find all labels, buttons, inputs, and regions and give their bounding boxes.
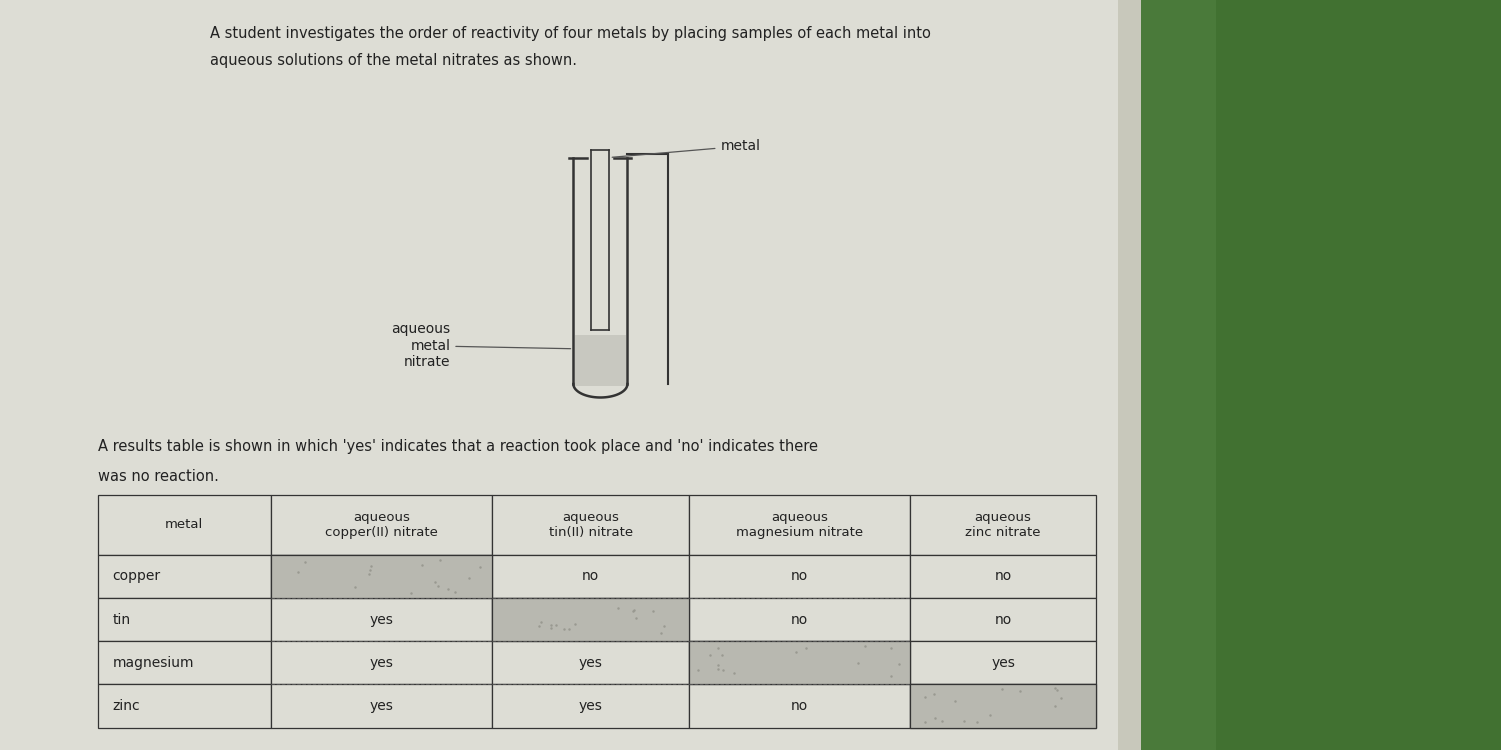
Bar (689, 555, 911, 598)
Bar (1216, 0, 1501, 750)
Text: aqueous
metal
nitrate: aqueous metal nitrate (392, 322, 570, 369)
Text: copper: copper (113, 569, 161, 584)
Text: yes: yes (369, 656, 393, 670)
Bar (911, 495, 1096, 555)
Bar (1141, 0, 1501, 750)
Bar (270, 641, 492, 684)
Text: no: no (995, 569, 1012, 584)
Text: A student investigates the order of reactivity of four metals by placing samples: A student investigates the order of reac… (210, 26, 931, 41)
Text: yes: yes (369, 699, 393, 713)
Text: aqueous
zinc nitrate: aqueous zinc nitrate (965, 511, 1040, 539)
Bar (492, 598, 689, 641)
Bar (689, 598, 911, 641)
Bar (492, 495, 689, 555)
Bar (911, 598, 1096, 641)
Text: A results table is shown in which 'yes' indicates that a reaction took place and: A results table is shown in which 'yes' … (98, 439, 818, 454)
Bar (98, 641, 270, 684)
Text: aqueous
tin(II) nitrate: aqueous tin(II) nitrate (548, 511, 633, 539)
Bar (270, 495, 492, 555)
Bar (492, 598, 689, 641)
Bar (1118, 0, 1141, 750)
Text: no: no (995, 613, 1012, 626)
Text: yes: yes (579, 699, 602, 713)
Bar (689, 641, 911, 684)
Text: aqueous
copper(II) nitrate: aqueous copper(II) nitrate (326, 511, 438, 539)
Text: tin: tin (113, 613, 131, 626)
Bar (98, 598, 270, 641)
Bar (689, 495, 911, 555)
Bar (98, 495, 270, 555)
Bar (0, 0, 1141, 750)
Bar (911, 684, 1096, 728)
Text: no: no (791, 699, 809, 713)
Bar (270, 684, 492, 728)
Bar (689, 641, 911, 684)
Text: yes: yes (369, 613, 393, 626)
Bar (492, 555, 689, 598)
Text: was no reaction.: was no reaction. (98, 469, 219, 484)
Bar (911, 641, 1096, 684)
Bar (911, 684, 1096, 728)
Bar (575, 335, 626, 386)
Text: metal: metal (612, 140, 761, 158)
Bar (492, 684, 689, 728)
Bar (270, 555, 492, 598)
Bar (689, 684, 911, 728)
Text: zinc: zinc (113, 699, 140, 713)
Text: no: no (582, 569, 599, 584)
Bar (492, 641, 689, 684)
Text: metal: metal (165, 518, 203, 532)
Bar (270, 598, 492, 641)
Bar (270, 555, 492, 598)
Text: magnesium: magnesium (113, 656, 194, 670)
Text: yes: yes (579, 656, 602, 670)
Text: yes: yes (991, 656, 1015, 670)
Text: aqueous solutions of the metal nitrates as shown.: aqueous solutions of the metal nitrates … (210, 53, 578, 68)
Text: no: no (791, 569, 809, 584)
Text: aqueous
magnesium nitrate: aqueous magnesium nitrate (737, 511, 863, 539)
Text: no: no (791, 613, 809, 626)
Bar (911, 555, 1096, 598)
Bar (98, 684, 270, 728)
Bar (98, 555, 270, 598)
